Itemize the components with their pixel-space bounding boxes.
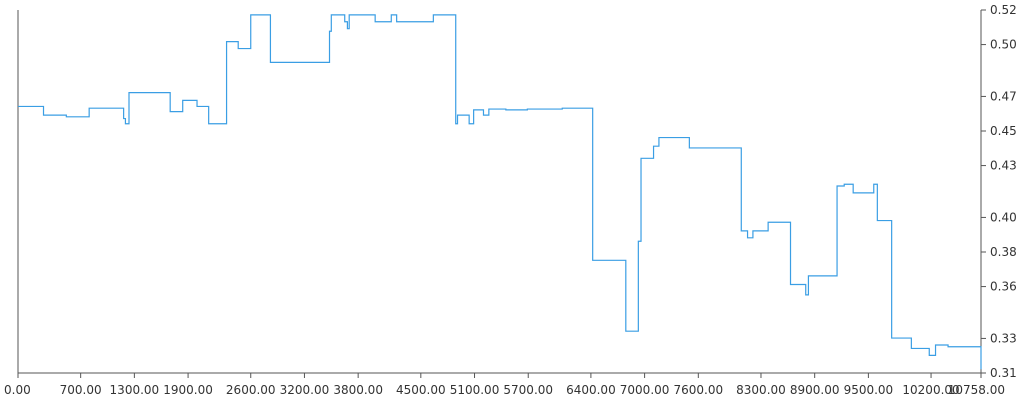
y-tick-label: 0.43 — [990, 159, 1017, 173]
y-tick-label: 0.40 — [990, 210, 1017, 224]
x-tick-label: 1900.00 — [163, 383, 213, 397]
y-axis-ticks: 0.31 0.33 0.36 0.38 0.40 0.43 0.45 0.47 0.50 0.52 — [981, 3, 1017, 380]
y-tick-label: 0.38 — [990, 245, 1017, 259]
x-tick-label: 3800.00 — [333, 383, 383, 397]
x-tick-label: 5100.00 — [450, 383, 500, 397]
x-tick-label: 0.00 — [4, 383, 31, 397]
y-tick-label: 0.50 — [990, 38, 1017, 52]
x-tick-label: 3200.00 — [280, 383, 330, 397]
y-tick-label: 0.45 — [990, 124, 1017, 138]
x-tick-label: 7000.00 — [620, 383, 670, 397]
x-tick-label: 5700.00 — [503, 383, 553, 397]
series-line-0 — [18, 14, 982, 370]
x-tick-label: 1300.00 — [110, 383, 160, 397]
x-tick-label: 8900.00 — [790, 383, 840, 397]
x-tick-label: 8300.00 — [736, 383, 786, 397]
x-tick-label: 2600.00 — [226, 383, 276, 397]
x-tick-label: 4500.00 — [396, 383, 446, 397]
y-tick-label: 0.52 — [990, 3, 1017, 17]
axes — [17, 10, 982, 374]
x-tick-label: 10200.00 — [902, 383, 959, 397]
x-tick-label: 9500.00 — [844, 383, 894, 397]
y-tick-label: 0.31 — [990, 366, 1017, 380]
x-tick-label: 10758.00 — [948, 383, 1005, 397]
y-tick-label: 0.33 — [990, 331, 1017, 345]
x-tick-label: 6400.00 — [566, 383, 616, 397]
y-tick-label: 0.47 — [990, 89, 1017, 103]
x-tick-label: 7600.00 — [673, 383, 723, 397]
x-axis-ticks: 0.00 700.00 1300.00 1900.00 2600.00 3200.00 38… — [4, 373, 1005, 397]
plot-area — [18, 14, 982, 370]
x-tick-label: 700.00 — [60, 383, 102, 397]
y-tick-label: 0.36 — [990, 280, 1017, 294]
